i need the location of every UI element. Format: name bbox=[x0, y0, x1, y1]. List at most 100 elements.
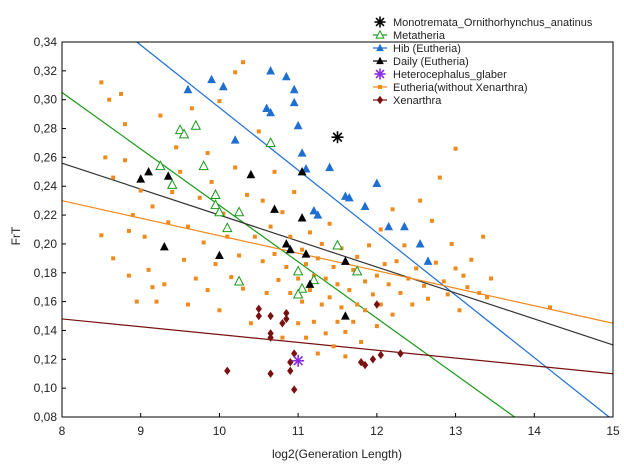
data-point bbox=[457, 308, 462, 313]
data-point bbox=[488, 276, 493, 281]
x-tick-label: 8 bbox=[59, 424, 66, 438]
data-point bbox=[217, 99, 222, 104]
data-point bbox=[158, 113, 163, 118]
plot-background bbox=[62, 42, 613, 417]
data-point bbox=[308, 274, 320, 285]
legend-marker bbox=[374, 16, 386, 28]
data-point bbox=[335, 282, 340, 287]
data-point bbox=[150, 204, 155, 209]
data-point bbox=[146, 267, 151, 272]
data-point bbox=[185, 302, 190, 307]
data-point bbox=[309, 205, 319, 215]
data-point bbox=[279, 319, 286, 328]
data-point bbox=[163, 171, 173, 180]
legend-label: Hib (Eutheria) bbox=[393, 43, 461, 55]
data-point bbox=[281, 239, 291, 248]
data-point bbox=[347, 288, 352, 293]
y-tick-label: 0,20 bbox=[34, 237, 58, 251]
data-point bbox=[241, 60, 246, 65]
data-point bbox=[210, 189, 221, 199]
y-tick-label: 0,26 bbox=[34, 150, 58, 164]
data-point bbox=[291, 349, 298, 358]
data-point bbox=[224, 366, 231, 376]
data-point bbox=[343, 329, 348, 334]
data-point bbox=[209, 179, 214, 184]
data-point bbox=[370, 292, 375, 297]
data-point bbox=[281, 71, 291, 81]
data-point bbox=[400, 221, 409, 231]
data-point bbox=[311, 319, 316, 324]
data-point bbox=[159, 242, 169, 251]
data-point bbox=[449, 241, 454, 246]
data-point bbox=[122, 158, 127, 163]
data-point bbox=[266, 66, 275, 75]
data-point bbox=[292, 354, 305, 367]
data-point bbox=[340, 311, 350, 320]
data-point bbox=[453, 146, 458, 151]
data-point bbox=[288, 234, 293, 239]
x-tick-label: 9 bbox=[137, 424, 144, 438]
data-point bbox=[323, 331, 328, 336]
data-point bbox=[296, 321, 301, 326]
data-point bbox=[477, 290, 482, 295]
data-point bbox=[351, 319, 356, 324]
data-point bbox=[215, 250, 224, 260]
data-point bbox=[422, 283, 427, 288]
trend-lines bbox=[61, 41, 614, 418]
data-point bbox=[374, 273, 379, 278]
data-point bbox=[205, 288, 210, 293]
data-point bbox=[319, 302, 324, 307]
y-tick-label: 0,08 bbox=[34, 410, 58, 424]
x-tick-label: 11 bbox=[292, 424, 305, 438]
data-point bbox=[178, 128, 190, 139]
data-point bbox=[287, 357, 294, 367]
data-point bbox=[390, 207, 395, 212]
data-point bbox=[130, 213, 135, 218]
data-point bbox=[339, 305, 344, 310]
data-point bbox=[415, 239, 425, 248]
data-point bbox=[283, 314, 290, 324]
data-point bbox=[344, 192, 354, 202]
y-tick-label: 0,18 bbox=[34, 266, 58, 280]
data-point bbox=[267, 333, 274, 342]
data-point bbox=[297, 167, 307, 176]
data-point bbox=[217, 308, 222, 313]
data-point bbox=[233, 70, 238, 75]
data-point bbox=[197, 195, 202, 200]
data-point bbox=[360, 201, 370, 211]
data-point bbox=[357, 357, 365, 367]
data-point bbox=[246, 169, 256, 179]
data-point bbox=[485, 295, 490, 300]
data-point bbox=[193, 276, 198, 281]
data-point bbox=[210, 199, 221, 210]
data-point bbox=[285, 244, 295, 254]
data-point bbox=[218, 81, 228, 91]
data-point bbox=[355, 302, 360, 307]
data-point bbox=[406, 276, 411, 281]
data-point bbox=[111, 175, 116, 180]
data-point bbox=[287, 366, 294, 376]
data-point bbox=[304, 262, 309, 267]
data-point bbox=[264, 290, 269, 295]
data-point bbox=[280, 335, 285, 340]
data-point bbox=[359, 340, 364, 344]
data-point bbox=[382, 262, 387, 267]
data-point bbox=[260, 259, 265, 264]
data-point bbox=[237, 253, 242, 258]
data-point bbox=[205, 151, 210, 156]
data-point bbox=[268, 224, 273, 229]
data-point bbox=[166, 220, 171, 225]
data-point bbox=[297, 148, 307, 157]
data-point bbox=[256, 129, 261, 134]
data-point bbox=[300, 299, 305, 304]
data-point bbox=[461, 273, 466, 278]
data-point bbox=[126, 273, 131, 278]
data-point bbox=[378, 302, 383, 307]
legend-marker bbox=[378, 85, 382, 89]
data-point bbox=[183, 84, 193, 94]
data-point bbox=[331, 265, 336, 269]
data-point bbox=[99, 233, 104, 238]
data-point bbox=[292, 190, 297, 194]
data-points bbox=[99, 60, 553, 394]
data-point bbox=[119, 91, 124, 96]
